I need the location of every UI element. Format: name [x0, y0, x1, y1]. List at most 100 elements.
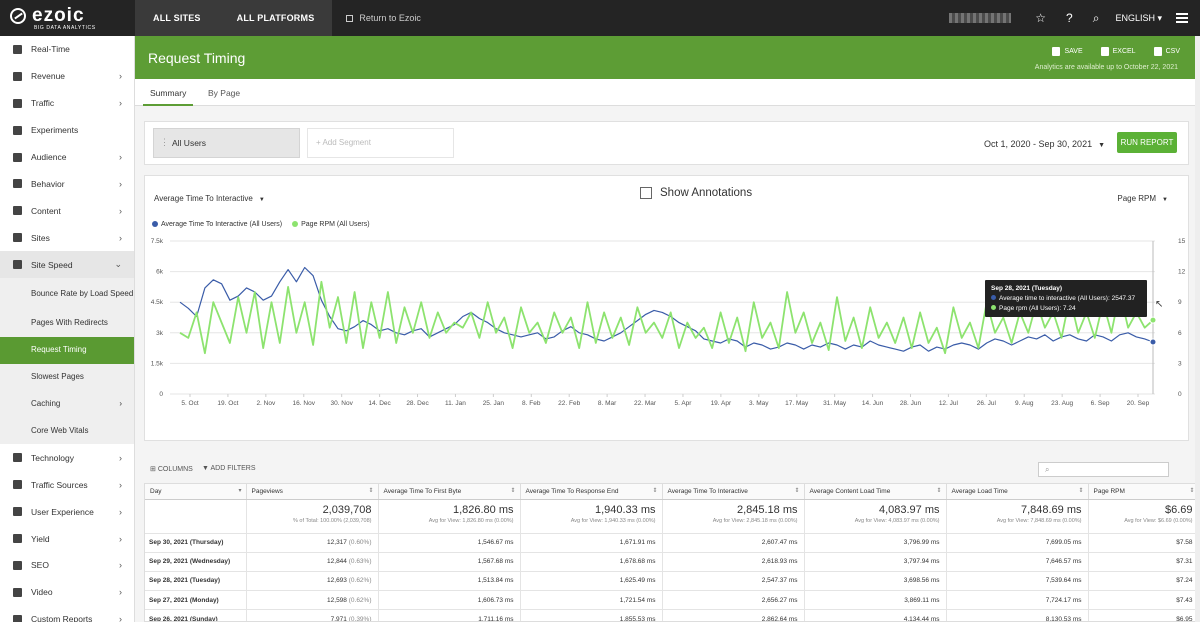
lt-cell: 7,539.64 ms [946, 571, 1089, 592]
table-search-input[interactable]: ⌕ [1038, 462, 1169, 477]
tab-bar: Summary By Page [135, 79, 1200, 106]
total-value: 4,083.97 ms [878, 503, 940, 516]
totals-cell: $6.69 Avg for View: $6.69 (0.00%) [1088, 499, 1197, 534]
show-annotations-toggle[interactable]: Show Annotations [640, 187, 752, 199]
content-icon [13, 206, 22, 216]
sort-icon: ⇕ [936, 488, 942, 494]
request-timing-chart[interactable]: 0 1.5k 3k 4.5k 6k 7.5k 0 3 6 9 12 15 5. Oct 19. Oct 2.… [145, 236, 1188, 441]
tti-cell: 2,862.64 ms [662, 609, 805, 621]
pageviews-cell: 12,693 (0.62%) [246, 571, 379, 592]
pageviews-cell: 12,598 (0.62%) [246, 590, 379, 611]
column-header[interactable]: Average Time To Response End ⇕ [520, 484, 663, 500]
save-button[interactable]: SAVE [1052, 47, 1083, 56]
day-cell: Sep 27, 2021 (Monday) [145, 590, 247, 611]
language-selector[interactable]: ENGLISH ▾ [1115, 12, 1162, 23]
total-value: 7,848.69 ms [1020, 503, 1082, 516]
sidebar-item-site-speed[interactable]: Site Speed ⌄ [0, 251, 134, 279]
chart-card: Average Time To Interactive ▼ Show Annota… [144, 175, 1189, 441]
table-row[interactable]: Sep 28, 2021 (Tuesday) 12,693 (0.62%) 1,51… [145, 571, 1197, 592]
sidebar-item-audience[interactable]: Audience › [0, 144, 134, 171]
sidebar-item-experiments[interactable]: Experiments [0, 117, 134, 144]
pageviews-cell: 12,844 (0.63%) [246, 552, 379, 572]
page-header: Request Timing SAVE EXCEL CSV Analytics … [135, 36, 1200, 79]
lt-cell: 7,646.57 ms [946, 552, 1089, 572]
date-range-picker[interactable]: Oct 1, 2020 - Sep 30, 2021 ▼ [984, 139, 1105, 149]
active-tab-indicator [143, 104, 193, 106]
column-header[interactable]: Day ▾ [145, 484, 247, 500]
sidebar-subitem-pages-with-redirects[interactable]: Pages With Redirects [0, 310, 134, 337]
x-tick-label: 14. Jun [862, 400, 884, 407]
secondary-metric-selector[interactable]: Page RPM ▼ [1117, 194, 1168, 203]
sidebar-item-sites[interactable]: Sites › [0, 224, 134, 251]
primary-metric-selector[interactable]: Average Time To Interactive ▼ [154, 194, 265, 203]
all-sites-button[interactable]: ALL SITES [135, 0, 219, 36]
page-scrollbar[interactable] [1195, 36, 1200, 622]
secondary-metric-label: Page RPM [1117, 194, 1157, 203]
mouse-cursor-icon: ↖ [1155, 299, 1164, 310]
star-icon[interactable]: ☆ [1035, 11, 1047, 25]
pageviews-value: 12,317 [327, 539, 347, 547]
sidebar-item-content[interactable]: Content › [0, 197, 134, 224]
menu-icon[interactable] [1176, 13, 1188, 23]
search-icon[interactable]: ⌕ [1092, 10, 1100, 25]
sidebar-item-seo[interactable]: SEO › [0, 552, 134, 579]
sidebar-item-revenue[interactable]: Revenue › [0, 63, 134, 90]
ezoic-logo[interactable]: ezoic BIG DATA ANALYTICS [0, 0, 135, 36]
sidebar-item-custom-reports[interactable]: Custom Reports › [0, 606, 134, 622]
sidebar-item-label: Video [31, 587, 53, 598]
series-line-rpm[interactable] [179, 280, 1154, 355]
total-value: 1,940.33 ms [594, 503, 656, 516]
sidebar-item-real-time[interactable]: Real-Time [0, 36, 134, 63]
column-header[interactable]: Average Time To First Byte ⇕ [378, 484, 521, 500]
pageviews-value: 12,598 [327, 596, 347, 604]
y-left-tick-label: 4.5k [151, 299, 164, 306]
segment-all-users[interactable]: All Users [153, 128, 300, 158]
column-header[interactable]: Average Content Load Time ⇕ [804, 484, 947, 500]
table-row[interactable]: Sep 29, 2021 (Wednesday) 12,844 (0.63%) 1,… [145, 552, 1197, 572]
annotations-checkbox[interactable] [640, 187, 652, 199]
add-segment-button[interactable]: + Add Segment [307, 128, 454, 158]
column-header[interactable]: Average Load Time ⇕ [946, 484, 1089, 500]
sidebar-subitem-request-timing[interactable]: Request Timing [0, 336, 134, 364]
sidebar-item-video[interactable]: Video › [0, 579, 134, 606]
sidebar-subitem-bounce-rate-by-load-speed[interactable]: Bounce Rate by Load Speed [0, 278, 134, 311]
tab-summary[interactable]: Summary [150, 88, 187, 98]
table-row[interactable]: Sep 27, 2021 (Monday) 12,598 (0.62%) 1,606… [145, 590, 1197, 611]
sidebar-item-traffic-sources[interactable]: Traffic Sources › [0, 471, 134, 498]
sidebar-item-label: Sites [31, 232, 50, 243]
sidebar-item-label: Traffic [31, 98, 55, 109]
sidebar-subitem-caching[interactable]: Caching › [0, 390, 134, 418]
return-to-ezoic-link[interactable]: Return to Ezoic [346, 13, 421, 23]
excel-button[interactable]: EXCEL [1100, 47, 1136, 56]
sidebar-subitem-core-web-vitals[interactable]: Core Web Vitals [0, 417, 134, 445]
sidebar-item-traffic[interactable]: Traffic › [0, 90, 134, 117]
series-line-tti[interactable] [179, 266, 1154, 352]
columns-button[interactable]: ⊞ COLUMNS [150, 466, 193, 473]
tab-by-page[interactable]: By Page [208, 88, 241, 98]
rpm-cell: $7.31 [1088, 552, 1197, 572]
sidebar-item-yield[interactable]: Yield › [0, 525, 134, 552]
money-icon [13, 71, 22, 81]
sidebar-subitem-slowest-pages[interactable]: Slowest Pages [0, 363, 134, 391]
column-header[interactable]: Average Time To Interactive ⇕ [662, 484, 805, 500]
rpm-cell: $6.95 [1088, 609, 1197, 621]
column-header[interactable]: Page RPM ⇕ [1088, 484, 1197, 500]
table-row[interactable]: Sep 30, 2021 (Thursday) 12,317 (0.60%) 1,5… [145, 533, 1197, 553]
account-name[interactable] [949, 13, 1012, 23]
legend-item-rpm[interactable]: Page RPM (All Users) [292, 221, 370, 228]
csv-button[interactable]: CSV [1153, 47, 1180, 56]
sidebar-item-user-experience[interactable]: User Experience › [0, 498, 134, 525]
sidebar-item-technology[interactable]: Technology › [0, 444, 134, 471]
total-value: $6.69 [1164, 503, 1193, 516]
totals-cell: 2,039,708% of Total: 100.00% (2,039,708) [246, 499, 379, 534]
run-report-button[interactable]: RUN REPORT [1117, 132, 1177, 153]
traffic-light-icon [13, 98, 22, 108]
all-platforms-button[interactable]: ALL PLATFORMS [218, 0, 333, 36]
table-row[interactable]: Sep 26, 2021 (Sunday) 7,971 (0.39%) 1,711.… [145, 609, 1197, 621]
add-filters-button[interactable]: ▼ ADD FILTERS [202, 465, 256, 472]
chevron-right-icon: › [119, 232, 122, 243]
sidebar-item-behavior[interactable]: Behavior › [0, 170, 134, 197]
column-header[interactable]: Pageviews ⇕ [246, 484, 379, 500]
help-icon[interactable]: ? [1066, 11, 1073, 25]
legend-item-tti[interactable]: Average Time To Interactive (All Users) [152, 221, 282, 228]
